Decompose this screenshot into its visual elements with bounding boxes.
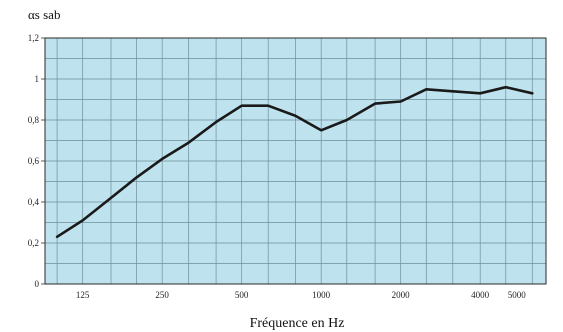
y-axis-ticks: 0 0,2 0,4 0,6 0,8 1 1,2 — [28, 33, 45, 289]
y-axis-label: αs sab — [28, 7, 60, 22]
y-tick-label: 0,8 — [28, 115, 40, 125]
y-tick-label: 0,6 — [28, 156, 40, 166]
y-tick-label: 0 — [35, 279, 40, 289]
x-axis-label: Fréquence en Hz — [250, 316, 345, 331]
x-tick-label: 1000 — [312, 290, 331, 300]
x-tick-label: 5000 — [508, 290, 527, 300]
x-tick-label: 500 — [235, 290, 249, 300]
y-tick-label: 0,4 — [28, 197, 40, 207]
y-tick-label: 0,2 — [28, 238, 39, 248]
absorption-line — [55, 85, 534, 239]
x-tick-label: 2000 — [392, 290, 411, 300]
grid — [45, 38, 546, 284]
plot-border — [44, 37, 547, 285]
x-tick-label: 125 — [76, 290, 90, 300]
x-tick-label: 250 — [155, 290, 169, 300]
x-axis-ticks: 125 250 500 1000 2000 4000 5000 — [76, 290, 526, 300]
y-tick-label: 1,2 — [28, 33, 39, 43]
y-tick-label: 1 — [35, 74, 40, 84]
x-tick-label: 4000 — [471, 290, 490, 300]
